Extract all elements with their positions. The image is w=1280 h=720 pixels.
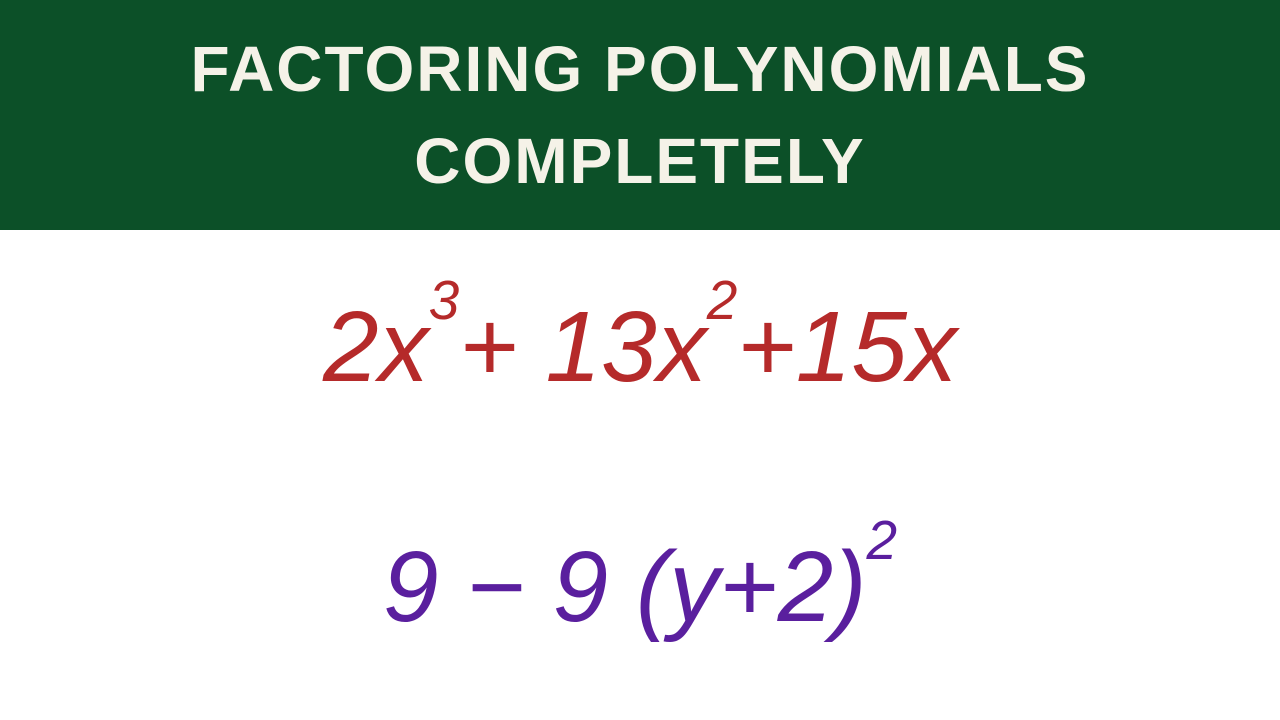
eq1-term2-coef: 13: [545, 290, 656, 405]
eq1-term2-var: x: [657, 290, 707, 405]
eq1-term1-exp: 3: [429, 269, 460, 331]
eq1-term1-coef: 2: [323, 290, 379, 405]
eq1-term3-coef: 15: [796, 290, 907, 405]
eq2-op1: −: [466, 530, 524, 645]
eq1-term3-var: x: [907, 290, 957, 405]
eq2-open-paren: (: [636, 530, 669, 645]
equation-polynomial-1: 2x3+ 13x2+15x: [323, 290, 957, 405]
eq2-inner-const: 2: [778, 530, 834, 645]
eq2-term2-coef: 9: [552, 530, 608, 645]
eq1-term1-var: x: [379, 290, 429, 405]
title-banner: FACTORING POLYNOMIALS COMPLETELY: [0, 0, 1280, 230]
title-line-1: FACTORING POLYNOMIALS: [191, 32, 1090, 106]
eq2-close-paren: ): [833, 530, 866, 645]
eq2-inner-op: +: [719, 530, 777, 645]
eq2-exp: 2: [867, 509, 898, 571]
eq1-op2: +: [737, 290, 795, 405]
equation-polynomial-2: 9 − 9 (y+2)2: [383, 530, 897, 645]
title-line-2: COMPLETELY: [414, 124, 865, 198]
eq2-inner-var: y: [669, 530, 719, 645]
content-area: 2x3+ 13x2+15x 9 − 9 (y+2)2: [0, 230, 1280, 720]
eq1-term2-exp: 2: [707, 269, 738, 331]
eq1-op1: +: [459, 290, 517, 405]
eq2-term1: 9: [383, 530, 439, 645]
